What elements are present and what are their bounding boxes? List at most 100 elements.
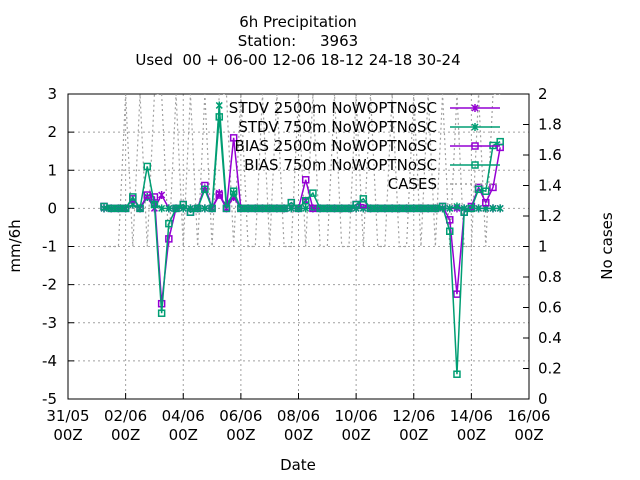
chart-title: 6h Precipitation bbox=[239, 13, 357, 31]
point bbox=[143, 162, 151, 171]
y2-tick-label: 1.8 bbox=[538, 116, 562, 134]
legend-marker bbox=[471, 104, 479, 112]
point bbox=[121, 204, 130, 213]
point bbox=[352, 200, 360, 209]
point bbox=[309, 204, 317, 213]
point bbox=[157, 309, 166, 317]
y2-tick-label: 0.6 bbox=[538, 299, 562, 317]
y2-tick-label: 2 bbox=[538, 85, 548, 103]
point bbox=[496, 204, 504, 213]
point bbox=[229, 134, 238, 142]
point bbox=[244, 204, 252, 213]
point bbox=[474, 185, 483, 194]
y-tick-label: 2 bbox=[47, 123, 57, 141]
point bbox=[179, 200, 187, 209]
point bbox=[316, 204, 324, 213]
point bbox=[172, 204, 180, 213]
point bbox=[229, 187, 238, 195]
legend-label: CASES bbox=[388, 175, 437, 193]
point bbox=[215, 113, 224, 121]
point bbox=[150, 200, 159, 209]
y2-tick-label: 0.8 bbox=[538, 268, 562, 286]
point bbox=[366, 204, 375, 213]
point bbox=[215, 101, 223, 110]
chart-subtitle: Station: 3963 bbox=[238, 32, 358, 50]
y-tick-label: 0 bbox=[47, 199, 57, 217]
point bbox=[186, 208, 195, 216]
y2-tick-label: 0.4 bbox=[538, 329, 562, 347]
point bbox=[208, 204, 216, 213]
x-tick-label: 14/06 00Z bbox=[449, 407, 493, 444]
point bbox=[251, 204, 260, 213]
point bbox=[402, 204, 411, 213]
point bbox=[193, 204, 202, 213]
point bbox=[201, 204, 209, 213]
point bbox=[438, 202, 447, 211]
point bbox=[301, 197, 310, 205]
point bbox=[309, 189, 317, 197]
legend-label: STDV 2500m NoWOPTNoSC bbox=[229, 99, 437, 117]
point bbox=[489, 183, 497, 192]
point bbox=[431, 204, 440, 213]
x-tick-label: 04/06 00Z bbox=[161, 407, 205, 444]
y-tick-label: -1 bbox=[42, 238, 57, 256]
point bbox=[287, 198, 296, 207]
legend-label: BIAS 750m NoWOPTNoSC bbox=[244, 156, 437, 174]
point bbox=[337, 204, 346, 213]
x-tick-label: 16/06 00Z bbox=[507, 407, 551, 444]
point bbox=[381, 204, 389, 213]
chart-subtitle: Used 00 + 06-00 12-06 18-12 24-18 30-24 bbox=[135, 51, 460, 69]
y-tick-label: -2 bbox=[42, 276, 57, 294]
point bbox=[453, 202, 461, 211]
legend-label: STDV 750m NoWOPTNoSC bbox=[238, 118, 437, 136]
point bbox=[158, 204, 166, 213]
point bbox=[359, 195, 368, 203]
point bbox=[395, 204, 404, 213]
y-tick-label: 3 bbox=[47, 85, 57, 103]
point bbox=[237, 204, 245, 213]
point bbox=[373, 204, 382, 213]
point bbox=[222, 204, 231, 213]
point bbox=[446, 227, 454, 235]
plot-frame bbox=[67, 93, 530, 400]
point bbox=[165, 204, 173, 213]
point bbox=[165, 219, 173, 228]
point bbox=[496, 137, 504, 146]
point bbox=[417, 204, 425, 213]
point bbox=[294, 204, 303, 213]
legend-marker bbox=[471, 161, 479, 169]
y-tick-label: -3 bbox=[42, 314, 57, 332]
x-tick-label: 08/06 00Z bbox=[276, 407, 321, 444]
series-line bbox=[104, 94, 501, 248]
point bbox=[345, 204, 353, 213]
point bbox=[273, 204, 281, 213]
point bbox=[301, 176, 310, 184]
point bbox=[158, 191, 166, 200]
y2-tick-label: 0.2 bbox=[538, 360, 562, 378]
y-tick-label: 1 bbox=[47, 161, 57, 179]
y2-axis-label: No cases bbox=[598, 212, 616, 280]
y2-tick-label: 1.6 bbox=[538, 146, 562, 164]
point bbox=[475, 204, 483, 213]
point bbox=[482, 198, 490, 207]
point bbox=[150, 193, 159, 201]
x-tick-label: 31/05 00Z bbox=[46, 407, 90, 444]
point bbox=[107, 204, 115, 213]
point bbox=[136, 204, 144, 213]
y2-tick-label: 1.4 bbox=[538, 177, 562, 195]
point bbox=[129, 193, 137, 201]
x-tick-label: 02/06 00Z bbox=[104, 407, 148, 444]
point bbox=[143, 191, 151, 199]
y-axis-label: mm/6h bbox=[6, 219, 24, 272]
point bbox=[100, 202, 108, 211]
y-tick-label: -4 bbox=[42, 352, 57, 370]
x-axis-label: Date bbox=[280, 456, 316, 474]
point bbox=[330, 204, 339, 213]
point bbox=[114, 204, 123, 213]
y-tick-label: -5 bbox=[42, 390, 57, 408]
point bbox=[165, 235, 173, 243]
point bbox=[280, 204, 288, 213]
point bbox=[265, 204, 274, 213]
y2-tick-label: 0 bbox=[538, 390, 548, 408]
